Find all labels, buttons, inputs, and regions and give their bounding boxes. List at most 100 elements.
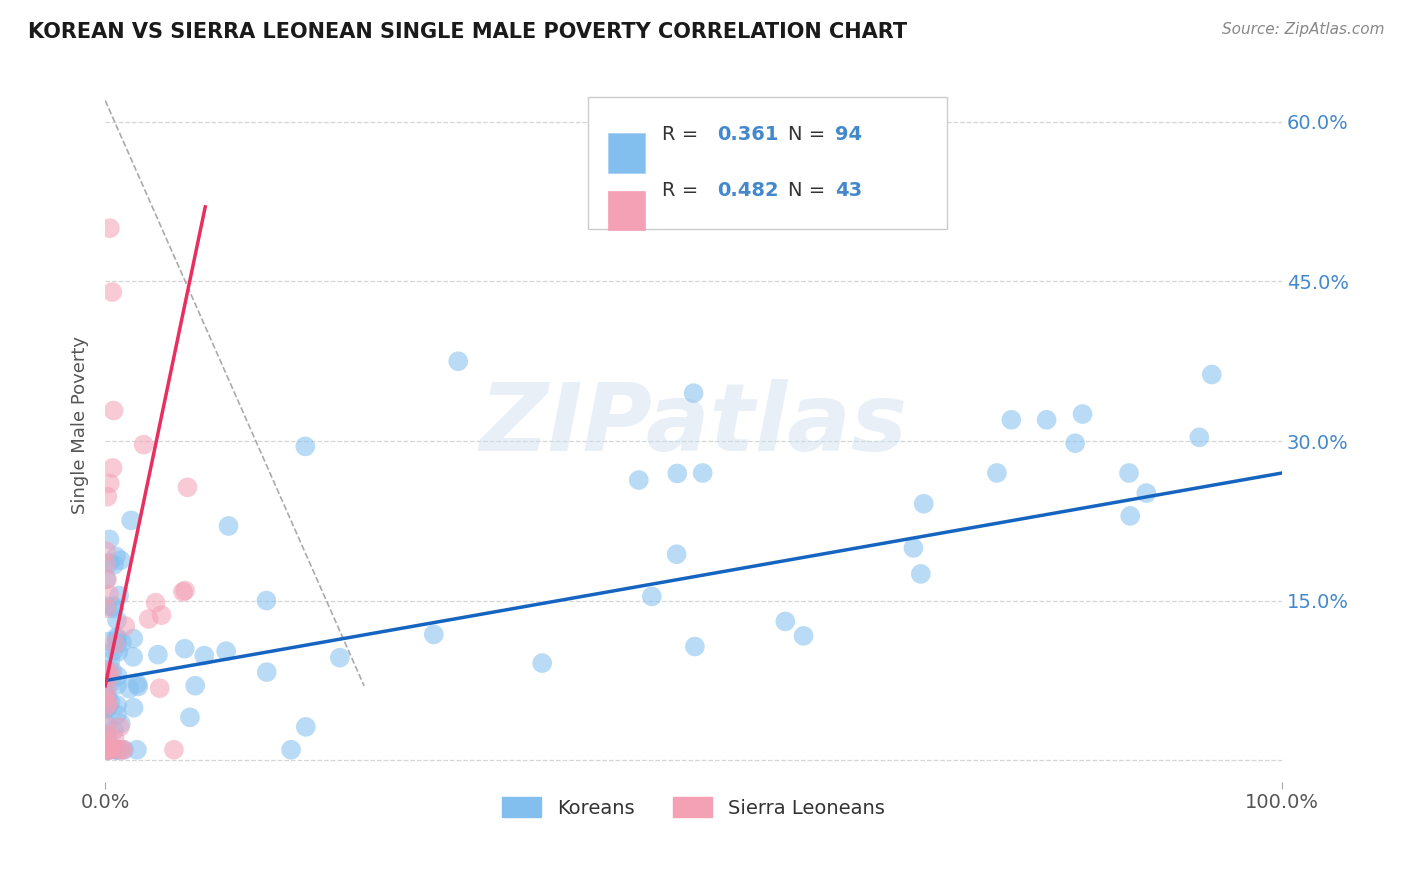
Point [329, 650, 352, 665]
FancyBboxPatch shape [588, 97, 946, 229]
Point [103, 558, 125, 572]
Point [132, 437, 155, 451]
Point [294, 720, 316, 734]
Point [94, 743, 117, 757]
Point [105, 549, 128, 564]
Point [122, 632, 145, 646]
Point [96, 673, 118, 687]
Point [176, 480, 198, 494]
Point [163, 743, 186, 757]
Text: KOREAN VS SIERRA LEONEAN SINGLE MALE POVERTY CORRELATION CHART: KOREAN VS SIERRA LEONEAN SINGLE MALE POV… [28, 22, 907, 42]
Point [96, 728, 118, 742]
Point [97, 743, 120, 757]
Point [110, 553, 132, 567]
Point [108, 743, 131, 757]
Point [96, 743, 118, 757]
Point [101, 743, 124, 757]
Text: N =: N = [787, 126, 831, 145]
Point [103, 601, 125, 615]
Point [96, 663, 118, 677]
Point [100, 738, 122, 752]
Point [96, 743, 118, 757]
Point [103, 599, 125, 614]
Point [97, 743, 120, 757]
Text: 94: 94 [835, 126, 862, 145]
Point [96, 490, 118, 504]
Point [280, 743, 302, 757]
Point [150, 608, 173, 623]
Point [94, 718, 117, 732]
Point [105, 613, 128, 627]
Point [114, 619, 136, 633]
Point [986, 466, 1008, 480]
Point [96, 666, 118, 681]
Point [912, 497, 935, 511]
Point [138, 612, 160, 626]
Point [98, 588, 121, 602]
Text: Source: ZipAtlas.com: Source: ZipAtlas.com [1222, 22, 1385, 37]
Point [94, 690, 117, 705]
Point [149, 681, 172, 696]
Point [101, 664, 124, 678]
Legend: Koreans, Sierra Leoneans: Koreans, Sierra Leoneans [495, 789, 893, 825]
Point [127, 677, 149, 691]
Point [107, 669, 129, 683]
Point [96, 691, 118, 706]
Point [641, 590, 664, 604]
Point [683, 640, 706, 654]
Point [256, 593, 278, 607]
Point [1118, 466, 1140, 480]
Point [103, 644, 125, 658]
Point [96, 716, 118, 731]
Text: ZIPatlas: ZIPatlas [479, 379, 908, 471]
Point [94, 601, 117, 615]
Point [1135, 486, 1157, 500]
Point [96, 698, 118, 713]
Y-axis label: Single Male Poverty: Single Male Poverty [72, 336, 89, 514]
Point [96, 599, 118, 613]
Point [98, 476, 121, 491]
Point [101, 461, 124, 475]
Point [98, 556, 121, 570]
Point [793, 629, 815, 643]
Text: 43: 43 [835, 181, 862, 200]
Point [423, 627, 446, 641]
Point [98, 533, 121, 547]
Point [179, 710, 201, 724]
Point [105, 698, 128, 712]
Point [627, 473, 650, 487]
Point [1000, 413, 1022, 427]
Point [775, 615, 797, 629]
Point [104, 732, 127, 747]
Point [104, 637, 127, 651]
Point [531, 656, 554, 670]
Point [173, 641, 195, 656]
Point [145, 596, 167, 610]
Point [1188, 430, 1211, 444]
Point [105, 632, 128, 647]
Point [96, 690, 118, 704]
Point [692, 466, 714, 480]
Point [103, 403, 125, 417]
Point [105, 743, 128, 757]
Point [94, 557, 117, 571]
Point [1064, 436, 1087, 450]
Point [98, 665, 121, 679]
Point [172, 584, 194, 599]
Point [107, 645, 129, 659]
Point [97, 697, 120, 711]
Point [125, 743, 148, 757]
Point [108, 720, 131, 734]
Point [1119, 508, 1142, 523]
Point [122, 700, 145, 714]
Point [100, 654, 122, 668]
Text: R =: R = [662, 181, 704, 200]
Point [98, 743, 121, 757]
Point [184, 679, 207, 693]
Point [105, 678, 128, 692]
Point [97, 634, 120, 648]
Point [215, 644, 238, 658]
Point [97, 743, 120, 757]
Point [94, 736, 117, 750]
Point [110, 716, 132, 731]
